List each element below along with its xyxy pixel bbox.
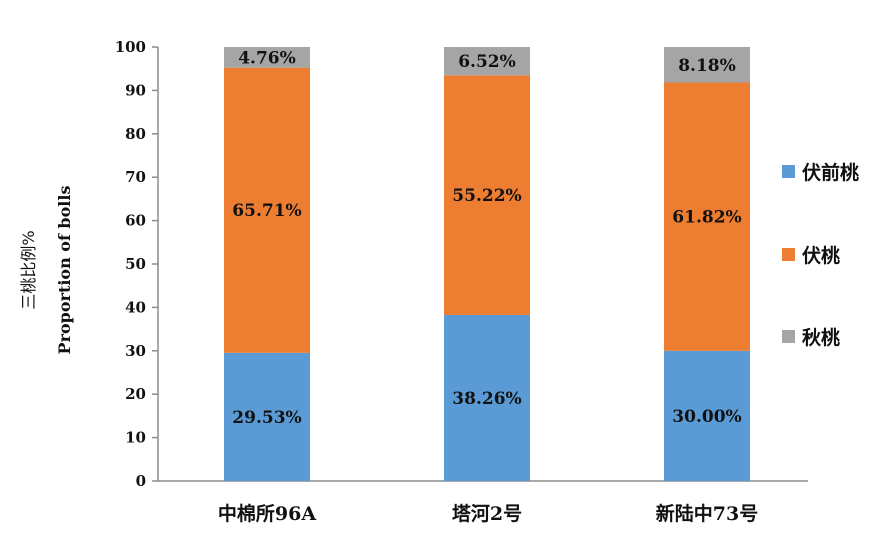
data-label: 30.00% (672, 407, 741, 427)
y-tick-label: 90 (125, 81, 146, 99)
bar-segment (224, 47, 310, 68)
category-label: 中棉所96A (218, 502, 316, 525)
bar-segment (664, 82, 750, 351)
category-labels: 中棉所96A 塔河2号 新陆中73号 (218, 502, 758, 525)
y-axis-label: 三桃比例% Proportion of bolls (19, 186, 74, 355)
legend-label: 伏桃 (802, 244, 840, 267)
bar-segment (444, 47, 530, 76)
category-label: 新陆中73号 (656, 502, 758, 525)
bar-segment (444, 75, 530, 315)
y-tick-label: 0 (136, 472, 146, 490)
legend-swatch (782, 165, 795, 178)
y-tick-label: 100 (115, 38, 146, 56)
bar-segment (224, 67, 310, 353)
bar-segment (664, 47, 750, 83)
y-tick-label: 70 (125, 168, 146, 186)
data-label: 55.22% (452, 186, 521, 206)
data-label: 29.53% (232, 408, 301, 428)
y-tick-label: 60 (125, 212, 146, 230)
bar-segment (444, 314, 530, 481)
data-label: 61.82% (672, 208, 741, 228)
category-label: 塔河2号 (452, 502, 522, 525)
y-axis-label-en: Proportion of bolls (55, 186, 74, 355)
data-label: 8.18% (678, 56, 736, 76)
y-ticks: 0 10 20 30 40 50 60 70 80 90 100 (115, 38, 158, 490)
y-tick-label: 80 (125, 125, 146, 143)
y-tick-label: 20 (125, 385, 146, 403)
y-tick-label: 10 (125, 429, 146, 447)
y-tick-label: 40 (125, 298, 146, 316)
legend-swatch (782, 330, 795, 343)
bars (224, 47, 750, 481)
data-label: 6.52% (458, 52, 516, 72)
y-tick-label: 30 (125, 342, 146, 360)
legend-label: 秋桃 (802, 326, 840, 349)
bar-segment (224, 352, 310, 481)
data-labels: 29.53% 65.71% 4.76% 38.26% 55.22% 6.52% 30.00%… (232, 48, 741, 428)
data-label: 65.71% (232, 201, 301, 221)
y-axis-label-cn: 三桃比例% (19, 230, 38, 309)
legend-swatch (782, 248, 795, 261)
data-label: 4.76% (238, 48, 296, 68)
bar-segment (664, 350, 750, 481)
y-tick-label: 50 (125, 255, 146, 273)
data-label: 38.26% (452, 389, 521, 409)
legend-label: 伏前桃 (802, 161, 859, 184)
